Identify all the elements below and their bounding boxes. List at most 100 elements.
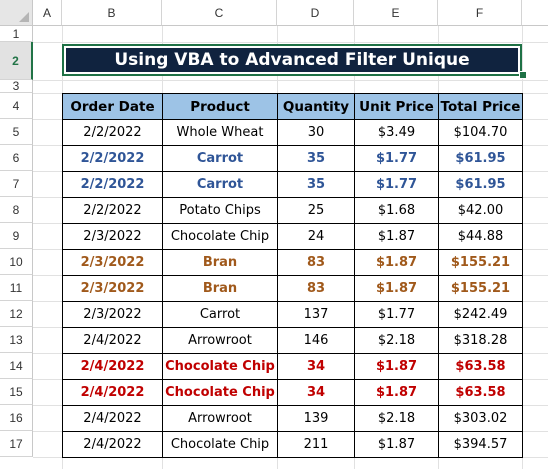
cell-total-price[interactable]: $155.21 xyxy=(438,275,523,302)
column-header-d[interactable]: D xyxy=(277,0,354,26)
cell-product[interactable]: Chocolate Chip xyxy=(162,379,278,406)
cell-order-date[interactable]: 2/4/2022 xyxy=(62,405,163,432)
cell-quantity[interactable]: 30 xyxy=(277,119,355,146)
row-header-6[interactable]: 6 xyxy=(0,145,33,171)
cell-product[interactable]: Carrot xyxy=(162,301,278,328)
cell-quantity[interactable]: 34 xyxy=(277,353,355,380)
cell-total-price[interactable]: $61.95 xyxy=(438,145,523,172)
cell-quantity[interactable]: 137 xyxy=(277,301,355,328)
cell-total-price[interactable]: $155.21 xyxy=(438,249,523,276)
cell-total-price[interactable]: $318.28 xyxy=(438,327,523,354)
header-unit-price[interactable]: Unit Price xyxy=(354,93,439,120)
cell-quantity[interactable]: 35 xyxy=(277,171,355,198)
cell-product[interactable]: Potato Chips xyxy=(162,197,278,224)
cell-quantity[interactable]: 211 xyxy=(277,431,355,458)
cell-total-price[interactable]: $242.49 xyxy=(438,301,523,328)
select-all-button[interactable] xyxy=(0,0,33,26)
cell-unit-price[interactable]: $1.87 xyxy=(354,249,439,276)
cell-quantity[interactable]: 83 xyxy=(277,275,355,302)
cell-order-date[interactable]: 2/2/2022 xyxy=(62,197,163,224)
cell-product[interactable]: Carrot xyxy=(162,145,278,172)
cell-unit-price[interactable]: $1.68 xyxy=(354,197,439,224)
cell-total-price[interactable]: $303.02 xyxy=(438,405,523,432)
cell-order-date[interactable]: 2/3/2022 xyxy=(62,223,163,250)
cell-order-date[interactable]: 2/4/2022 xyxy=(62,379,163,406)
cell-order-date[interactable]: 2/3/2022 xyxy=(62,275,163,302)
row-header-10[interactable]: 10 xyxy=(0,249,33,275)
row-header-9[interactable]: 9 xyxy=(0,223,33,249)
row-header-13[interactable]: 13 xyxy=(0,327,33,353)
cell-total-price[interactable]: $63.58 xyxy=(438,353,523,380)
cell-total-price[interactable]: $394.57 xyxy=(438,431,523,458)
column-header-c[interactable]: C xyxy=(162,0,277,26)
row-header-16[interactable]: 16 xyxy=(0,405,33,431)
table-row: 2/3/2022 Bran 83 $1.87 $155.21 xyxy=(62,249,523,276)
cell-order-date[interactable]: 2/2/2022 xyxy=(62,145,163,172)
row-header-7[interactable]: 7 xyxy=(0,171,33,197)
cell-total-price[interactable]: $63.58 xyxy=(438,379,523,406)
cell-unit-price[interactable]: $1.87 xyxy=(354,431,439,458)
cell-unit-price[interactable]: $3.49 xyxy=(354,119,439,146)
row-header-3[interactable]: 3 xyxy=(0,79,33,93)
cell-unit-price[interactable]: $2.18 xyxy=(354,405,439,432)
cell-total-price[interactable]: $104.70 xyxy=(438,119,523,146)
cell-unit-price[interactable]: $1.87 xyxy=(354,379,439,406)
cell-order-date[interactable]: 2/4/2022 xyxy=(62,327,163,354)
cell-product[interactable]: Chocolate Chip xyxy=(162,223,278,250)
column-header-a[interactable]: A xyxy=(33,0,62,26)
row-header-5[interactable]: 5 xyxy=(0,119,33,145)
cell-total-price[interactable]: $42.00 xyxy=(438,197,523,224)
cell-quantity[interactable]: 146 xyxy=(277,327,355,354)
column-header-f[interactable]: F xyxy=(438,0,522,26)
header-quantity[interactable]: Quantity xyxy=(277,93,355,120)
row-header-12[interactable]: 12 xyxy=(0,301,33,327)
column-header-b[interactable]: B xyxy=(62,0,162,26)
cell-product[interactable]: Chocolate Chip xyxy=(162,431,278,458)
cell-product[interactable]: Bran xyxy=(162,275,278,302)
row-header-4[interactable]: 4 xyxy=(0,93,33,119)
cell-product[interactable]: Carrot xyxy=(162,171,278,198)
cell-order-date[interactable]: 2/4/2022 xyxy=(62,431,163,458)
row-header-14[interactable]: 14 xyxy=(0,353,33,379)
cell-order-date[interactable]: 2/2/2022 xyxy=(62,119,163,146)
cell-total-price[interactable]: $44.88 xyxy=(438,223,523,250)
cell-unit-price[interactable]: $2.18 xyxy=(354,327,439,354)
cell-unit-price[interactable]: $1.87 xyxy=(354,223,439,250)
cell-product[interactable]: Arrowroot xyxy=(162,327,278,354)
cell-unit-price[interactable]: $1.87 xyxy=(354,353,439,380)
header-product[interactable]: Product xyxy=(162,93,278,120)
row-header-8[interactable]: 8 xyxy=(0,197,33,223)
fill-handle[interactable] xyxy=(519,71,527,79)
cell-product[interactable]: Arrowroot xyxy=(162,405,278,432)
header-order-date[interactable]: Order Date xyxy=(62,93,163,120)
title-cell[interactable]: Using VBA to Advanced Filter Unique xyxy=(62,44,522,76)
header-total-price[interactable]: Total Price xyxy=(438,93,523,120)
row-header-15[interactable]: 15 xyxy=(0,379,33,405)
cell-order-date[interactable]: 2/3/2022 xyxy=(62,249,163,276)
cell-quantity[interactable]: 139 xyxy=(277,405,355,432)
cell-product[interactable]: Whole Wheat xyxy=(162,119,278,146)
gridline-vertical xyxy=(522,26,523,469)
cell-unit-price[interactable]: $1.77 xyxy=(354,171,439,198)
row-header-1[interactable]: 1 xyxy=(0,26,33,42)
cell-order-date[interactable]: 2/2/2022 xyxy=(62,171,163,198)
cell-quantity[interactable]: 25 xyxy=(277,197,355,224)
column-header-e[interactable]: E xyxy=(354,0,438,26)
cell-unit-price[interactable]: $1.87 xyxy=(354,275,439,302)
cell-unit-price[interactable]: $1.77 xyxy=(354,145,439,172)
cell-quantity[interactable]: 34 xyxy=(277,379,355,406)
cell-order-date[interactable]: 2/3/2022 xyxy=(62,301,163,328)
cell-unit-price[interactable]: $1.77 xyxy=(354,301,439,328)
row-header-11[interactable]: 11 xyxy=(0,275,33,301)
cell-product[interactable]: Chocolate Chip xyxy=(162,353,278,380)
cell-quantity[interactable]: 35 xyxy=(277,145,355,172)
row-header-17[interactable]: 17 xyxy=(0,431,33,457)
cell-total-price[interactable]: $61.95 xyxy=(438,171,523,198)
row-header-2[interactable]: 2 xyxy=(0,42,33,80)
cell-quantity[interactable]: 24 xyxy=(277,223,355,250)
cell-quantity[interactable]: 83 xyxy=(277,249,355,276)
gridline-horizontal xyxy=(33,80,548,81)
cell-product[interactable]: Bran xyxy=(162,249,278,276)
cell-order-date[interactable]: 2/4/2022 xyxy=(62,353,163,380)
